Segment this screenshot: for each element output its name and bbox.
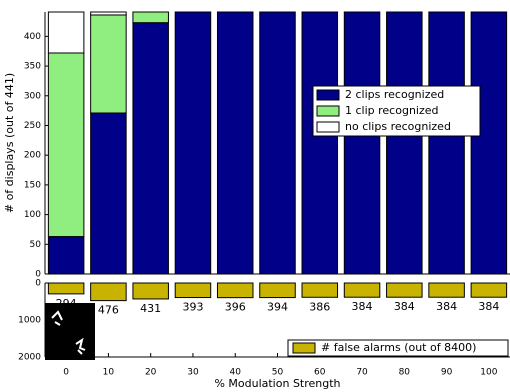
bar-segment bbox=[259, 11, 296, 275]
legend-swatch bbox=[316, 89, 340, 101]
y-tick-label: 200 bbox=[24, 151, 41, 161]
value-label: 384 bbox=[352, 300, 373, 313]
bar-segment bbox=[470, 11, 508, 275]
value-label: 431 bbox=[140, 302, 161, 315]
bar-segment bbox=[386, 11, 423, 275]
x-tick-label: 60 bbox=[314, 368, 326, 378]
value-label: 384 bbox=[436, 300, 457, 313]
y-tick-label: 350 bbox=[24, 62, 41, 72]
legend-swatch bbox=[292, 342, 316, 354]
bar bbox=[259, 282, 296, 299]
stimulus-image bbox=[45, 303, 95, 360]
bar-segment bbox=[47, 11, 85, 54]
x-tick-label: 40 bbox=[230, 368, 242, 378]
x-tick-label: 20 bbox=[145, 368, 157, 378]
legend-label: # false alarms (out of 8400) bbox=[321, 341, 476, 354]
bar-segment bbox=[47, 52, 85, 238]
y-tick-label: 250 bbox=[24, 121, 41, 131]
value-label: 294 bbox=[56, 297, 77, 310]
value-label: 394 bbox=[267, 301, 288, 314]
x-axis-label: % Modulation Strength bbox=[214, 377, 340, 390]
bar-segment bbox=[132, 11, 169, 24]
bar bbox=[47, 282, 85, 295]
bar bbox=[343, 282, 381, 298]
x-tick-label: 50 bbox=[272, 368, 284, 378]
bar-segment bbox=[90, 112, 127, 275]
bar-segment bbox=[428, 11, 465, 275]
bar-segment bbox=[174, 11, 212, 275]
value-label: 476 bbox=[98, 304, 119, 317]
x-tick-label: 80 bbox=[399, 368, 411, 378]
y-axis-label: # of displays (out of 441) bbox=[3, 73, 16, 213]
y-tick-label: 100 bbox=[24, 210, 41, 220]
y-tick-label: 50 bbox=[30, 240, 42, 250]
legend-swatch bbox=[316, 105, 340, 117]
y-tick-label: 400 bbox=[24, 32, 41, 42]
bar-segment bbox=[90, 11, 127, 16]
x-tick-label: 30 bbox=[187, 368, 199, 378]
x-tick-label: 70 bbox=[356, 368, 368, 378]
bar bbox=[90, 282, 127, 302]
y-tick-label: 150 bbox=[24, 180, 41, 190]
legend-label: no clips recognized bbox=[345, 120, 451, 133]
bar bbox=[470, 282, 508, 298]
value-label: 386 bbox=[309, 300, 330, 313]
y-tick-label: 0 bbox=[35, 279, 41, 289]
bar bbox=[174, 282, 212, 299]
bar-segment bbox=[90, 14, 127, 114]
y-tick-label: 2000 bbox=[18, 353, 41, 363]
bar bbox=[216, 282, 254, 299]
value-label: 396 bbox=[225, 301, 246, 314]
bar bbox=[428, 282, 465, 298]
bar bbox=[386, 282, 423, 298]
bar-segment bbox=[216, 11, 254, 275]
y-tick-label: 300 bbox=[24, 91, 41, 101]
bar-segment bbox=[301, 11, 339, 275]
bar-segment bbox=[132, 22, 169, 275]
legend-box bbox=[287, 339, 509, 357]
legend-label: 2 clips recognized bbox=[345, 88, 444, 101]
value-label: 384 bbox=[394, 300, 415, 313]
value-label: 393 bbox=[182, 301, 203, 314]
value-label: 384 bbox=[478, 300, 499, 313]
bar-segment bbox=[47, 236, 85, 275]
legend-label: 1 clip recognized bbox=[345, 104, 439, 117]
y-tick-label: 1000 bbox=[18, 316, 41, 326]
x-tick-label: 100 bbox=[480, 368, 497, 378]
y-tick-label: 0 bbox=[35, 270, 41, 280]
legend-box bbox=[312, 85, 481, 137]
x-tick-label: 10 bbox=[103, 368, 115, 378]
x-tick-label: 90 bbox=[441, 368, 453, 378]
bar bbox=[132, 282, 169, 300]
x-tick-label: 0 bbox=[63, 368, 69, 378]
bar-segment bbox=[343, 11, 381, 275]
legend-swatch bbox=[316, 121, 340, 133]
bar bbox=[301, 282, 339, 298]
